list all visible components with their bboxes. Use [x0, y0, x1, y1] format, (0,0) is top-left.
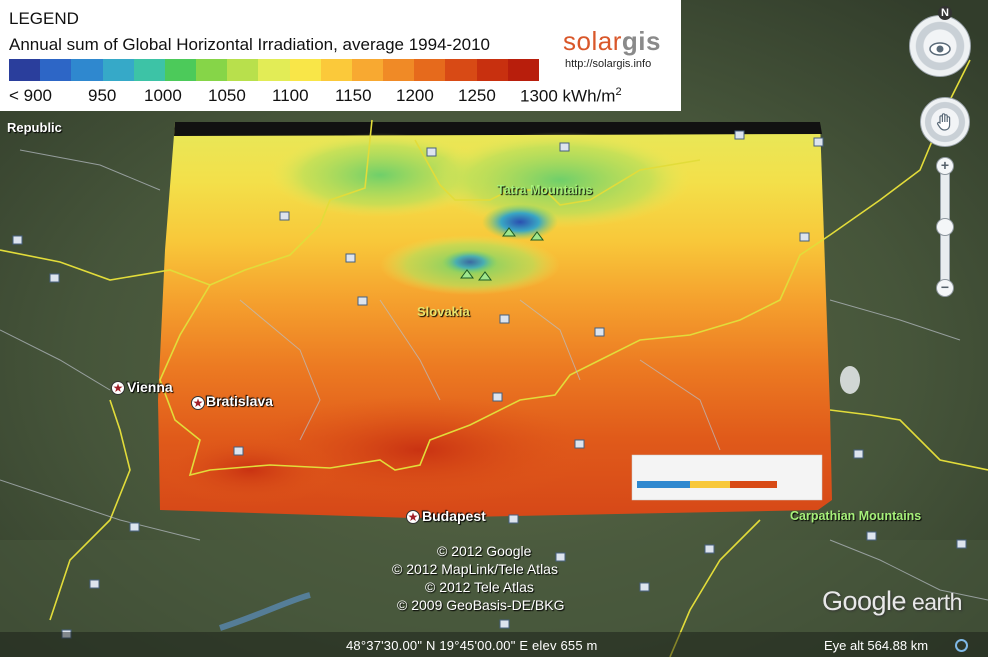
copyright-line: © 2009 GeoBasis-DE/BKG: [397, 597, 565, 613]
solargis-logo: solargis: [563, 26, 661, 56]
legend-swatch: [102, 59, 134, 81]
label-bratislava: Bratislava: [206, 393, 273, 409]
legend-swatch: [258, 59, 290, 81]
legend-tick: 1200: [396, 86, 434, 105]
legend-tick: 1000: [144, 86, 182, 105]
zoom-out-button[interactable]: −: [936, 279, 954, 297]
country-borders: [0, 59, 988, 657]
legend-swatch: [383, 59, 415, 81]
capital-star-icon: ★: [111, 381, 125, 395]
legend-swatch: [227, 59, 259, 81]
legend-swatch: [40, 59, 72, 81]
streaming-indicator-icon: [955, 639, 968, 652]
label-republic: Republic: [7, 120, 62, 135]
copyright-line: © 2012 Tele Atlas: [425, 579, 534, 595]
eye-altitude: Eye alt 564.88 km: [824, 638, 929, 653]
legend-swatch: [320, 59, 352, 81]
hand-icon[interactable]: [933, 110, 957, 134]
label-vienna: Vienna: [127, 379, 173, 395]
lake-balaton: [219, 592, 311, 631]
legend-swatch: [71, 59, 103, 81]
zoom-in-button[interactable]: +: [936, 157, 954, 175]
legend-swatch: [445, 59, 477, 81]
capital-star-icon: ★: [406, 510, 420, 524]
google-earth-logo: Google earth: [822, 586, 962, 616]
status-bar: [0, 632, 988, 657]
legend-panel: LEGEND Annual sum of Global Horizontal I…: [0, 0, 681, 111]
legend-swatch: [196, 59, 228, 81]
label-carpathian-mountains: Carpathian Mountains: [790, 509, 922, 523]
mountain-markers: [460, 227, 544, 281]
legend-tick-unit: 1300 kWh/m2: [520, 86, 622, 106]
legend-tick: < 900: [9, 86, 53, 105]
legend-swatch: [507, 59, 539, 81]
legend-title: LEGEND: [9, 9, 79, 28]
legend-tick: 950: [88, 86, 117, 105]
place-markers: [12, 130, 967, 639]
legend-swatch: [9, 59, 41, 81]
legend-tick: 1150: [335, 86, 372, 105]
region-borders: [0, 149, 988, 601]
zoom-slider-handle[interactable]: [936, 218, 954, 236]
legend-swatch: [133, 59, 165, 81]
capital-star-icon: ★: [191, 396, 205, 410]
legend-swatch: [164, 59, 197, 81]
legend-subtitle: Annual sum of Global Horizontal Irradiat…: [9, 35, 491, 54]
solargis-url: http://solargis.info: [565, 58, 652, 70]
copyright-line: © 2012 Google: [437, 543, 532, 559]
legend-swatch: [289, 59, 321, 81]
eye-icon[interactable]: [928, 37, 952, 61]
legend-tick: 1100: [272, 86, 309, 105]
label-slovakia: Slovakia: [417, 304, 470, 319]
irradiation-overlay: [158, 122, 832, 518]
north-indicator[interactable]: N: [938, 6, 952, 20]
label-budapest: Budapest: [422, 508, 486, 524]
legend-tick-labels: < 900 950 1000 1050 1100 1150 1200 1250 …: [0, 86, 681, 108]
inset-legend-image: [631, 454, 823, 501]
legend-swatch: [351, 59, 384, 81]
copyright-line: © 2012 MapLink/Tele Atlas: [392, 561, 558, 577]
legend-swatch: [414, 59, 446, 81]
label-tatra-mountains: Tatra Mountains: [497, 183, 593, 197]
legend-color-bar: [9, 59, 539, 81]
legend-swatch: [476, 59, 508, 81]
legend-tick: 1050: [208, 86, 246, 105]
pointer-coordinates: 48°37'30.00" N 19°45'00.00" E elev 655 m: [346, 638, 598, 653]
legend-tick: 1250: [458, 86, 496, 105]
